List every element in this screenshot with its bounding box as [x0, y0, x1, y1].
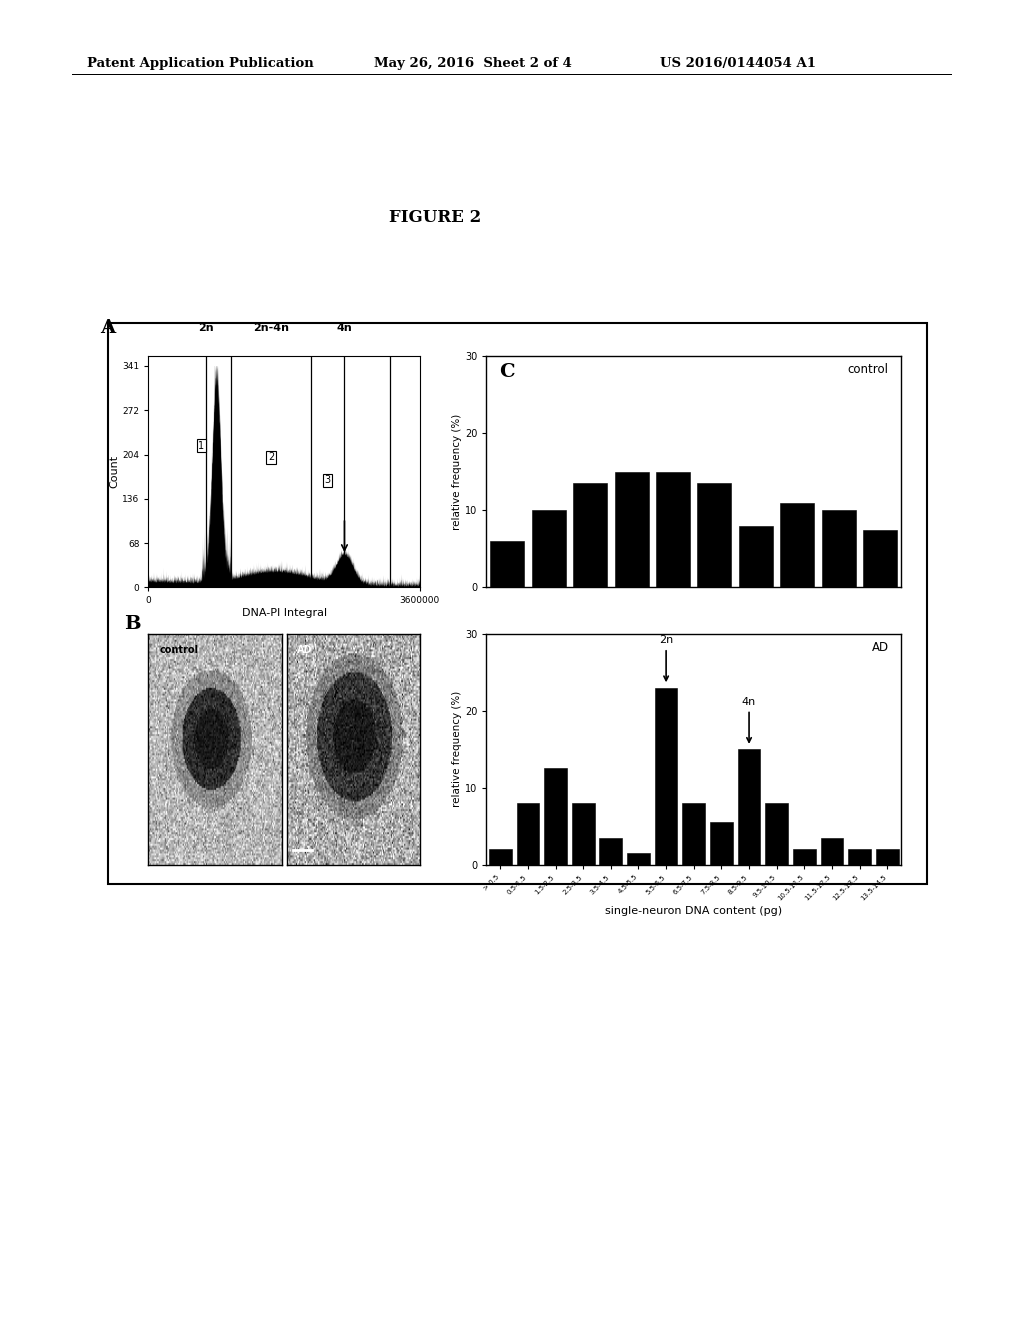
Bar	[876, 849, 899, 865]
Text: 1: 1	[198, 441, 204, 451]
Bar	[739, 525, 773, 587]
Bar	[780, 503, 814, 587]
Bar	[863, 529, 897, 587]
Text: May 26, 2016  Sheet 2 of 4: May 26, 2016 Sheet 2 of 4	[374, 57, 571, 70]
Bar	[710, 822, 733, 865]
Bar	[573, 483, 607, 587]
Text: A: A	[99, 319, 115, 338]
Text: 2n: 2n	[659, 635, 673, 681]
Text: 2n-4n: 2n-4n	[253, 323, 289, 333]
Bar	[488, 849, 512, 865]
Text: Patent Application Publication: Patent Application Publication	[87, 57, 313, 70]
Text: AD: AD	[871, 640, 889, 653]
Text: 4n: 4n	[742, 697, 756, 742]
Bar	[627, 853, 650, 865]
Bar	[820, 838, 844, 865]
Bar	[848, 849, 871, 865]
Y-axis label: Count: Count	[110, 455, 120, 488]
Bar	[737, 750, 761, 865]
Bar	[571, 803, 595, 865]
Bar	[697, 483, 731, 587]
Bar	[516, 803, 540, 865]
Bar	[656, 471, 690, 587]
Text: FIGURE 2: FIGURE 2	[389, 210, 481, 226]
Text: 2n: 2n	[198, 323, 214, 333]
Text: control: control	[159, 645, 198, 655]
Text: B: B	[125, 615, 141, 634]
Text: 2: 2	[268, 453, 274, 462]
Bar	[654, 688, 678, 865]
Bar	[822, 511, 856, 587]
Bar	[682, 803, 706, 865]
Bar	[793, 849, 816, 865]
Bar	[531, 511, 565, 587]
Bar	[614, 471, 648, 587]
Text: 3: 3	[325, 475, 331, 486]
Y-axis label: relative frequency (%): relative frequency (%)	[453, 413, 462, 531]
Text: 4n: 4n	[337, 323, 352, 333]
Text: AD: AD	[297, 645, 313, 655]
Y-axis label: relative frequency (%): relative frequency (%)	[453, 690, 462, 808]
X-axis label: DNA-PI Integral: DNA-PI Integral	[242, 609, 327, 618]
Bar	[490, 541, 524, 587]
Bar	[765, 803, 788, 865]
Text: US 2016/0144054 A1: US 2016/0144054 A1	[660, 57, 816, 70]
X-axis label: single-neuron DNA content (pg): single-neuron DNA content (pg)	[605, 906, 782, 916]
Text: C: C	[499, 363, 514, 381]
Text: control: control	[848, 363, 889, 376]
Bar	[544, 768, 567, 865]
Bar	[599, 838, 623, 865]
